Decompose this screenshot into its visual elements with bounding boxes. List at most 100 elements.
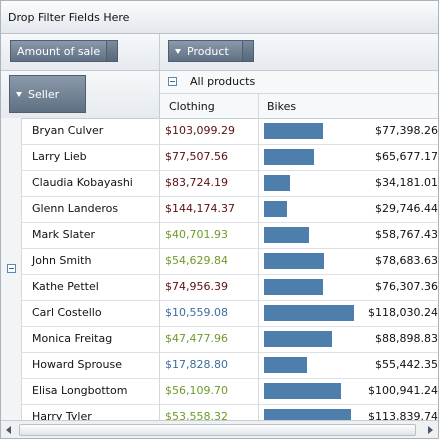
bikes-value[interactable]: $65,677.17 bbox=[375, 150, 438, 163]
clothing-value: $10,559.08 bbox=[165, 306, 228, 319]
clothing-cell[interactable]: $17,828.80 bbox=[160, 352, 259, 378]
clothing-cell[interactable]: $54,629.84 bbox=[160, 248, 259, 274]
clothing-cell[interactable]: $40,701.93 bbox=[160, 222, 259, 248]
pivot-rows: Bryan Culver $103,099.29 $77,398.26 Larry L… bbox=[1, 118, 438, 420]
filter-icon[interactable] bbox=[175, 48, 181, 54]
clothing-value: $74,956.39 bbox=[165, 280, 228, 293]
all-products-label: All products bbox=[190, 75, 256, 88]
row-gutter bbox=[1, 118, 22, 420]
row-header-seller[interactable]: John Smith bbox=[21, 248, 160, 274]
bikes-data-bar bbox=[264, 201, 287, 217]
bikes-data-bar bbox=[264, 331, 332, 347]
table-row[interactable]: Howard Sprouse $17,828.80 $55,442.35 bbox=[21, 352, 438, 379]
row-header-seller[interactable]: Claudia Kobayashi bbox=[21, 170, 160, 196]
bikes-data-bar bbox=[264, 149, 314, 165]
bikes-value[interactable]: $78,683.63 bbox=[375, 254, 438, 267]
horizontal-scrollbar[interactable] bbox=[1, 420, 438, 438]
scroll-right-icon[interactable] bbox=[428, 426, 433, 434]
bikes-value[interactable]: $100,941.24 bbox=[368, 384, 438, 397]
seller-name: Elisa Longbottom bbox=[32, 384, 128, 397]
product-field-button[interactable]: Product bbox=[168, 40, 254, 62]
clothing-cell[interactable]: $83,724.19 bbox=[160, 170, 259, 196]
bikes-data-bar bbox=[264, 305, 354, 321]
table-row[interactable]: Monica Freitag $47,477.96 $88,898.83 bbox=[21, 326, 438, 353]
filter-drop-area-label: Drop Filter Fields Here bbox=[8, 11, 130, 24]
seller-name: John Smith bbox=[32, 254, 92, 267]
table-row[interactable]: Bryan Culver $103,099.29 $77,398.26 bbox=[21, 118, 438, 145]
table-row[interactable]: John Smith $54,629.84 $78,683.63 bbox=[21, 248, 438, 275]
seller-field-button[interactable]: Seller bbox=[9, 75, 86, 113]
column-group-header: All products bbox=[160, 71, 438, 94]
bikes-value[interactable]: $34,181.01 bbox=[375, 176, 438, 189]
table-row[interactable]: Kathe Pettel $74,956.39 $76,307.36 bbox=[21, 274, 438, 301]
bikes-value[interactable]: $76,307.36 bbox=[375, 280, 438, 293]
table-row[interactable]: Larry Lieb $77,507.56 $65,677.17 bbox=[21, 144, 438, 171]
bikes-value[interactable]: $58,767.43 bbox=[375, 228, 438, 241]
row-header-seller[interactable]: Larry Lieb bbox=[21, 144, 160, 170]
scrollbar-thumb[interactable] bbox=[19, 424, 416, 436]
row-header-seller[interactable]: Elisa Longbottom bbox=[21, 378, 160, 404]
column-header-bikes[interactable]: Bikes bbox=[267, 100, 297, 113]
filter-icon[interactable] bbox=[16, 91, 22, 97]
row-header-seller[interactable]: Howard Sprouse bbox=[21, 352, 160, 378]
data-field-area: Amount of sale bbox=[1, 34, 160, 71]
seller-name: Carl Costello bbox=[32, 306, 102, 319]
row-header-seller[interactable]: Bryan Culver bbox=[21, 118, 160, 144]
seller-name: Harry Tyler bbox=[32, 410, 92, 420]
bikes-value[interactable]: $77,398.26 bbox=[375, 124, 438, 137]
collapse-all-products-icon[interactable] bbox=[168, 77, 177, 86]
row-header-seller[interactable]: Kathe Pettel bbox=[21, 274, 160, 300]
clothing-value: $53,558.32 bbox=[165, 410, 228, 420]
clothing-cell[interactable]: $53,558.32 bbox=[160, 404, 259, 420]
row-header-seller[interactable]: Mark Slater bbox=[21, 222, 160, 248]
filter-drop-area[interactable]: Drop Filter Fields Here bbox=[1, 1, 438, 34]
clothing-cell[interactable]: $77,507.56 bbox=[160, 144, 259, 170]
bikes-data-bar bbox=[264, 175, 290, 191]
table-row[interactable]: Glenn Landeros $144,174.37 $29,746.44 bbox=[21, 196, 438, 223]
clothing-cell[interactable]: $144,174.37 bbox=[160, 196, 259, 222]
seller-name: Monica Freitag bbox=[32, 332, 113, 345]
bikes-value[interactable]: $88,898.83 bbox=[375, 332, 438, 345]
row-field-area: Seller bbox=[1, 71, 160, 119]
seller-name: Claudia Kobayashi bbox=[32, 176, 133, 189]
clothing-cell[interactable]: $56,109.70 bbox=[160, 378, 259, 404]
seller-name: Glenn Landeros bbox=[32, 202, 119, 215]
bikes-value[interactable]: $55,442.35 bbox=[375, 358, 438, 371]
column-header-clothing[interactable]: Clothing bbox=[169, 100, 215, 113]
scroll-left-icon[interactable] bbox=[6, 426, 11, 434]
clothing-cell[interactable]: $47,477.96 bbox=[160, 326, 259, 352]
table-row[interactable]: Carl Costello $10,559.08 $118,030.24 bbox=[21, 300, 438, 327]
bikes-data-bar bbox=[264, 253, 324, 269]
clothing-value: $83,724.19 bbox=[165, 176, 228, 189]
row-header-seller[interactable]: Glenn Landeros bbox=[21, 196, 160, 222]
clothing-cell[interactable]: $103,099.29 bbox=[160, 118, 259, 144]
collapse-rows-icon[interactable] bbox=[7, 264, 16, 273]
row-header-seller[interactable]: Monica Freitag bbox=[21, 326, 160, 352]
bikes-value[interactable]: $113,839.74 bbox=[368, 410, 438, 420]
clothing-value: $103,099.29 bbox=[165, 124, 235, 137]
table-row[interactable]: Harry Tyler $53,558.32 $113,839.74 bbox=[21, 404, 438, 420]
table-row[interactable]: Mark Slater $40,701.93 $58,767.43 bbox=[21, 222, 438, 249]
bikes-data-bar bbox=[264, 357, 307, 373]
clothing-cell[interactable]: $74,956.39 bbox=[160, 274, 259, 300]
seller-name: Bryan Culver bbox=[32, 124, 104, 137]
seller-name: Howard Sprouse bbox=[32, 358, 122, 371]
seller-name: Larry Lieb bbox=[32, 150, 87, 163]
table-row[interactable]: Elisa Longbottom $56,109.70 $100,941.24 bbox=[21, 378, 438, 405]
row-header-seller[interactable]: Carl Costello bbox=[21, 300, 160, 326]
bikes-data-bar bbox=[264, 123, 323, 139]
bikes-value[interactable]: $29,746.44 bbox=[375, 202, 438, 215]
seller-name: Mark Slater bbox=[32, 228, 96, 241]
bikes-data-bar bbox=[264, 279, 323, 295]
clothing-value: $40,701.93 bbox=[165, 228, 228, 241]
bikes-data-bar bbox=[264, 227, 309, 243]
table-row[interactable]: Claudia Kobayashi $83,724.19 $34,181.01 bbox=[21, 170, 438, 197]
row-header-seller[interactable]: Harry Tyler bbox=[21, 404, 160, 420]
product-field-label: Product bbox=[187, 44, 229, 58]
clothing-value: $144,174.37 bbox=[165, 202, 235, 215]
amount-of-sale-field-button[interactable]: Amount of sale bbox=[10, 40, 118, 62]
bikes-value[interactable]: $118,030.24 bbox=[368, 306, 438, 319]
clothing-cell[interactable]: $10,559.08 bbox=[160, 300, 259, 326]
column-headers: Clothing Bikes bbox=[160, 94, 438, 119]
